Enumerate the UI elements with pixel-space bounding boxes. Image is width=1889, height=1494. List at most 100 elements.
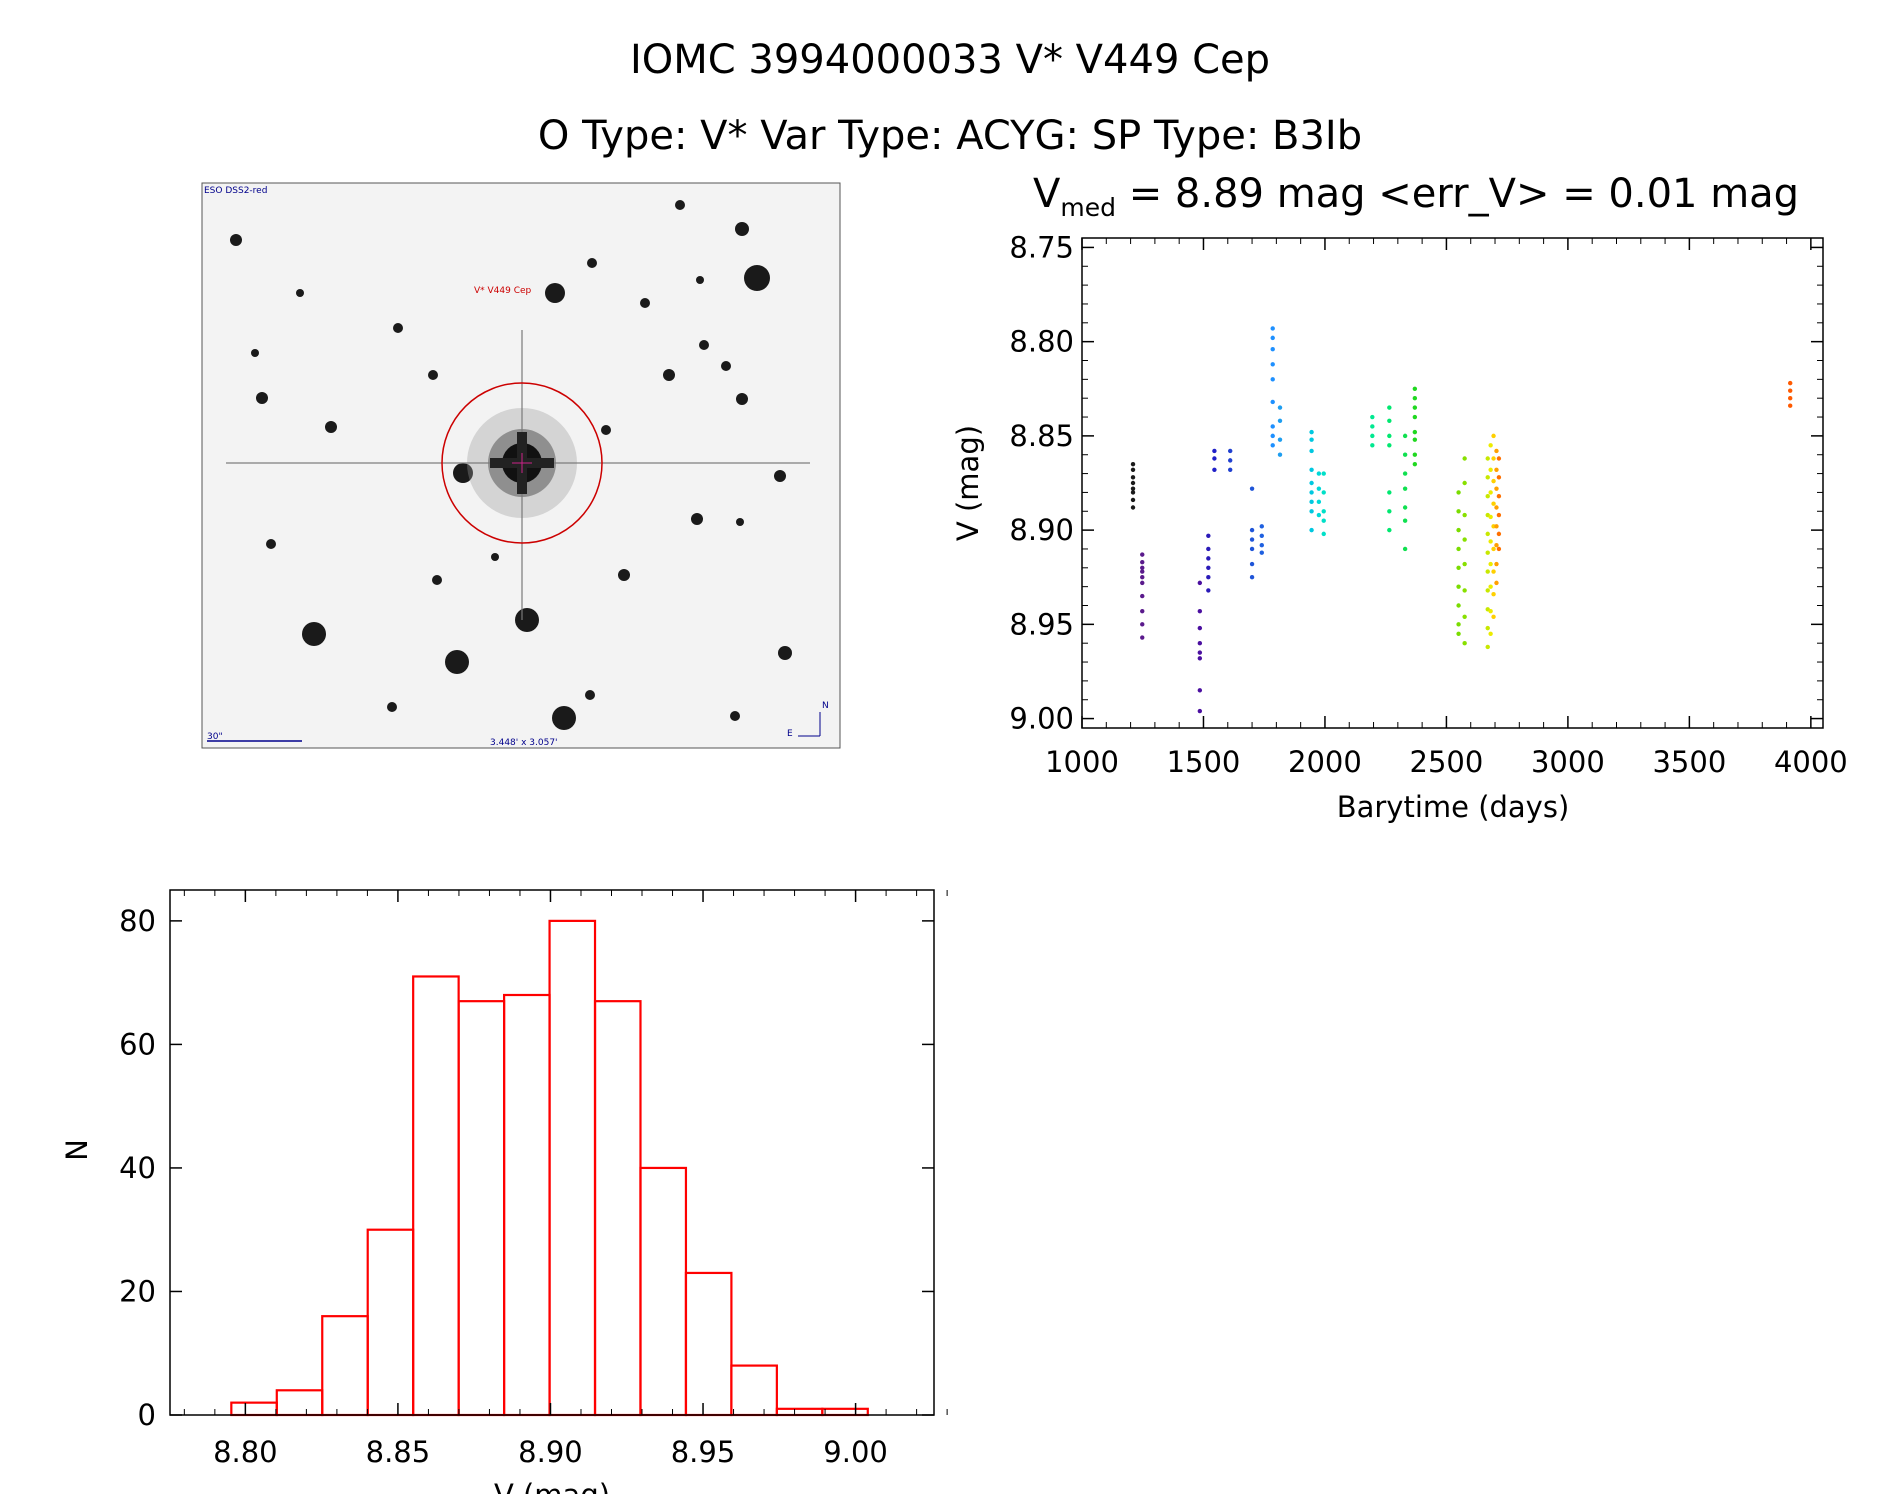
data-point <box>1197 688 1203 693</box>
data-point <box>1494 580 1499 586</box>
data-point <box>1370 433 1375 439</box>
data-point <box>1456 546 1461 552</box>
data-point <box>1412 405 1418 410</box>
data-point <box>1488 561 1493 567</box>
field-star <box>256 392 268 404</box>
data-point <box>1249 486 1255 491</box>
data-point <box>1270 326 1275 331</box>
north-label: N <box>822 701 829 711</box>
data-point <box>1387 418 1392 424</box>
y-tick-label: 60 <box>119 1027 156 1061</box>
data-point <box>1488 631 1493 636</box>
data-point <box>1321 531 1326 537</box>
data-point <box>1130 461 1136 467</box>
data-point <box>1309 499 1314 505</box>
data-point <box>1387 433 1392 439</box>
field-star <box>296 289 304 297</box>
histogram-bar <box>502 993 551 1417</box>
data-point <box>1140 575 1145 580</box>
y-tick-label: 40 <box>119 1151 156 1185</box>
data-point <box>1130 497 1136 503</box>
field-star <box>251 349 259 357</box>
data-point <box>1387 443 1392 448</box>
data-point <box>1321 509 1326 514</box>
data-point <box>1494 467 1499 473</box>
data-point <box>1206 588 1211 593</box>
data-point <box>1491 433 1496 439</box>
data-point <box>1249 546 1255 552</box>
data-point <box>1130 480 1136 486</box>
y-tick-label: 8.80 <box>1009 325 1074 359</box>
histogram-ylabel: N <box>60 1139 94 1161</box>
data-point <box>1259 542 1264 548</box>
x-tick-label: 1000 <box>1045 745 1119 779</box>
data-point <box>1370 443 1375 448</box>
data-point <box>1249 575 1255 580</box>
data-point <box>1140 559 1145 565</box>
data-point <box>1387 490 1392 495</box>
histogram-plot-frame <box>169 889 935 1416</box>
data-point <box>1140 552 1145 557</box>
data-point <box>1140 565 1145 571</box>
data-point <box>1462 480 1467 486</box>
x-tick-label: 4000 <box>1774 745 1848 779</box>
light-curve-points <box>1130 326 1793 714</box>
data-point <box>1316 486 1322 491</box>
data-point <box>1485 644 1490 650</box>
data-point <box>1491 456 1496 461</box>
y-tick-label: 9.00 <box>1009 702 1074 736</box>
data-point <box>1387 405 1392 410</box>
data-point <box>1402 486 1408 491</box>
data-point <box>1140 635 1145 640</box>
data-point <box>1316 499 1322 505</box>
light-curve-title-prefix: V <box>1033 171 1061 217</box>
data-point <box>1456 631 1461 636</box>
field-star <box>428 370 438 380</box>
data-point <box>1456 622 1461 627</box>
data-point <box>1788 388 1793 393</box>
field-star <box>640 298 650 308</box>
data-point <box>1270 443 1275 448</box>
light-curve-title-sub: med <box>1060 193 1116 222</box>
data-point <box>1130 486 1136 491</box>
data-point <box>1277 405 1283 410</box>
data-point <box>1485 550 1490 555</box>
y-tick-label: 8.90 <box>1009 513 1074 547</box>
x-tick-label: 1500 <box>1167 745 1241 779</box>
data-point <box>1309 467 1314 473</box>
field-star <box>696 276 704 284</box>
data-point <box>1206 575 1211 580</box>
data-point <box>1485 588 1490 593</box>
data-point <box>1488 514 1493 520</box>
data-point <box>1228 458 1233 463</box>
data-point <box>1277 418 1283 424</box>
data-point <box>1249 561 1255 567</box>
field-star <box>387 702 397 712</box>
data-point <box>1130 490 1136 495</box>
data-point <box>1316 512 1322 518</box>
data-point <box>1249 537 1255 542</box>
x-tick-label: 8.80 <box>213 1435 278 1469</box>
data-point <box>1488 539 1493 544</box>
data-point <box>1130 505 1136 510</box>
finder-image: ESO DSS2-red V* V449 Cep 30" 3.448' x 3.… <box>201 182 841 749</box>
histogram-bar <box>321 1315 369 1417</box>
data-point <box>1491 591 1496 597</box>
data-point <box>1370 414 1375 420</box>
light-curve-title-rest: = 8.89 mag <err_V> = 0.01 mag <box>1116 171 1799 217</box>
data-point <box>1491 478 1496 484</box>
data-point <box>1212 456 1217 461</box>
light-curve-chart: Vmed = 8.89 mag <err_V> = 0.01 mag 1000 1… <box>951 171 1848 824</box>
target-circle <box>441 382 603 544</box>
data-point <box>1494 448 1499 454</box>
data-point <box>1309 448 1314 454</box>
data-point <box>1387 527 1392 533</box>
data-point <box>1309 437 1314 442</box>
data-point <box>1412 461 1418 467</box>
field-star <box>675 200 685 210</box>
fov-label: 3.448' x 3.057' <box>490 738 558 748</box>
field-star <box>491 553 499 561</box>
data-point <box>1402 505 1408 510</box>
data-point <box>1488 584 1493 589</box>
field-star <box>736 393 748 405</box>
